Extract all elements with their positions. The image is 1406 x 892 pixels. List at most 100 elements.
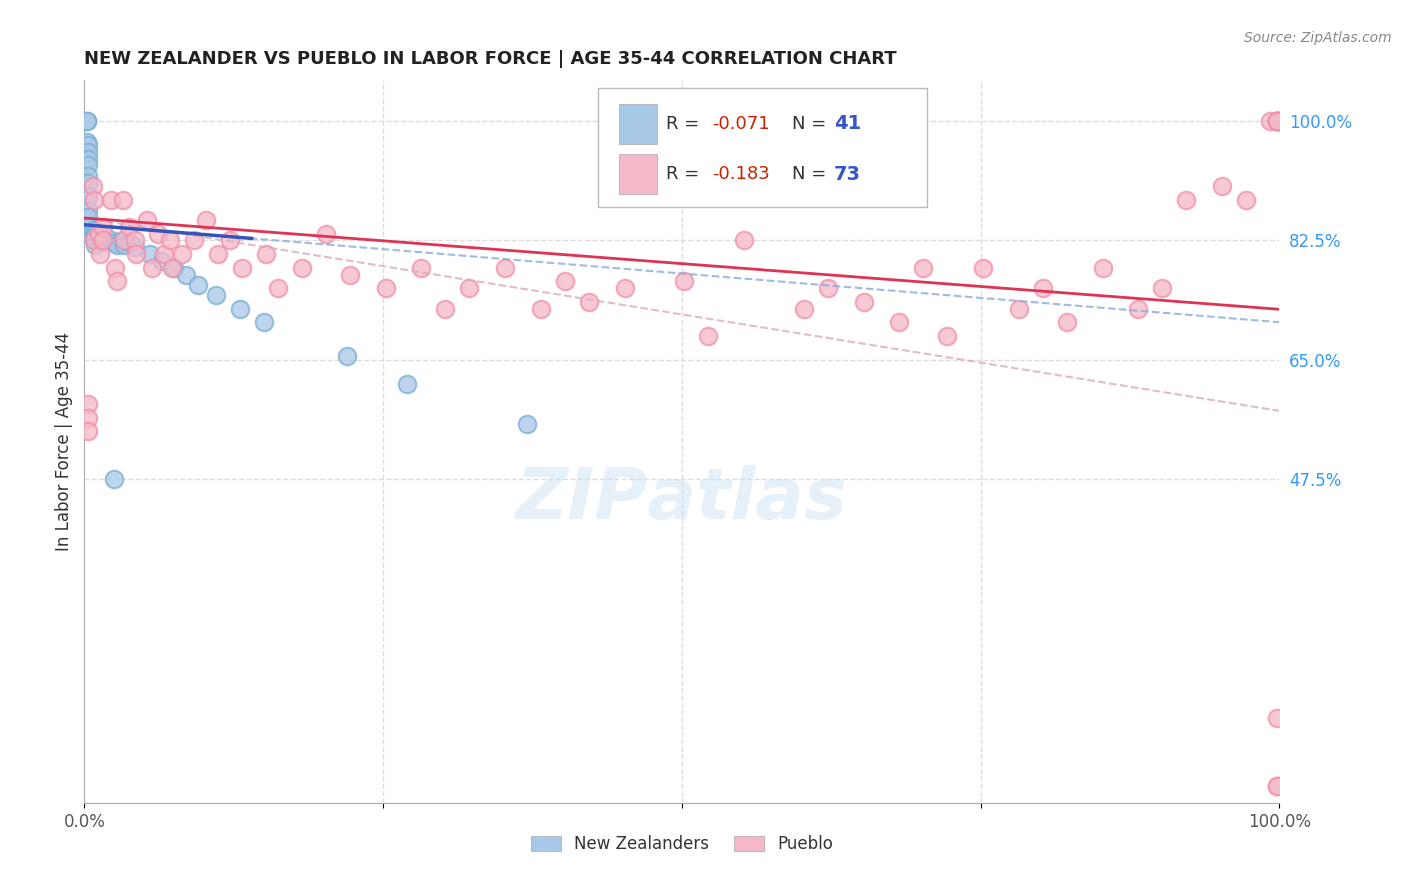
Point	[1265, 779, 1288, 793]
Point	[972, 260, 994, 275]
Point	[87, 227, 110, 241]
Point	[195, 213, 218, 227]
Y-axis label: In Labor Force | Age 35-44: In Labor Force | Age 35-44	[55, 332, 73, 551]
Point	[124, 234, 146, 248]
Text: 73: 73	[834, 165, 860, 184]
Point	[219, 234, 242, 248]
Point	[139, 247, 162, 261]
Point	[1265, 114, 1288, 128]
Text: ZIP​atlas: ZIP​atlas	[516, 465, 848, 533]
Point	[77, 397, 100, 411]
Point	[673, 274, 696, 288]
Point	[793, 301, 815, 316]
Point	[77, 410, 100, 425]
Point	[253, 315, 276, 329]
Point	[94, 231, 117, 245]
Text: -0.183: -0.183	[711, 165, 769, 183]
Point	[77, 145, 100, 159]
Point	[83, 193, 105, 207]
Point	[1091, 260, 1114, 275]
Point	[1265, 114, 1288, 128]
Point	[87, 227, 110, 241]
Point	[187, 277, 209, 292]
Point	[77, 176, 100, 190]
Point	[205, 288, 228, 302]
Point	[111, 234, 134, 248]
Point	[93, 219, 115, 234]
Point	[231, 260, 253, 275]
Point	[104, 260, 127, 275]
Point	[111, 193, 134, 207]
Point	[396, 376, 419, 391]
Point	[411, 260, 433, 275]
Point	[434, 301, 457, 316]
Point	[153, 247, 176, 261]
Point	[83, 230, 105, 244]
Point	[697, 329, 720, 343]
Point	[494, 260, 516, 275]
Point	[82, 178, 104, 193]
Point	[1265, 114, 1288, 128]
Point	[912, 260, 935, 275]
Text: R =: R =	[666, 115, 706, 133]
Point	[1265, 114, 1288, 128]
Point	[1265, 114, 1288, 128]
Legend: New Zealanders, Pueblo: New Zealanders, Pueblo	[524, 828, 839, 860]
Point	[554, 274, 576, 288]
Point	[229, 301, 252, 316]
Point	[817, 281, 839, 295]
Point	[77, 138, 100, 153]
FancyBboxPatch shape	[599, 87, 927, 207]
Point	[172, 247, 194, 261]
Point	[1211, 178, 1233, 193]
Point	[105, 238, 128, 252]
Point	[135, 213, 157, 227]
Point	[1265, 114, 1288, 128]
Point	[1152, 281, 1174, 295]
Point	[83, 227, 105, 241]
Point	[339, 268, 361, 282]
Text: R =: R =	[666, 165, 706, 183]
Point	[613, 281, 636, 295]
Point	[183, 234, 205, 248]
Point	[77, 202, 100, 217]
Point	[77, 219, 100, 234]
Point	[889, 315, 911, 329]
Point	[1056, 315, 1078, 329]
Point	[1234, 193, 1257, 207]
Point	[141, 260, 163, 275]
Point	[267, 281, 290, 295]
Point	[77, 152, 100, 166]
Point	[148, 227, 170, 241]
Point	[1265, 779, 1288, 793]
Point	[77, 189, 100, 203]
Point	[76, 114, 98, 128]
Point	[936, 329, 959, 343]
Point	[100, 234, 122, 248]
Point	[174, 268, 197, 282]
Point	[89, 247, 111, 261]
Point	[105, 274, 128, 288]
Point	[83, 223, 105, 237]
Point	[100, 193, 122, 207]
Point	[374, 281, 396, 295]
Point	[315, 227, 337, 241]
Point	[117, 219, 139, 234]
Point	[1008, 301, 1031, 316]
Point	[1175, 193, 1198, 207]
Point	[124, 240, 146, 254]
Point	[83, 234, 105, 248]
Point	[530, 301, 553, 316]
Point	[207, 247, 229, 261]
Point	[852, 294, 875, 309]
Text: -0.071: -0.071	[711, 115, 769, 133]
Point	[163, 260, 186, 275]
Point	[733, 234, 755, 248]
Point	[84, 238, 107, 252]
Point	[159, 234, 181, 248]
Point	[458, 281, 481, 295]
Point	[150, 254, 173, 268]
Point	[118, 235, 141, 250]
Point	[77, 169, 100, 183]
Point	[1128, 301, 1150, 316]
